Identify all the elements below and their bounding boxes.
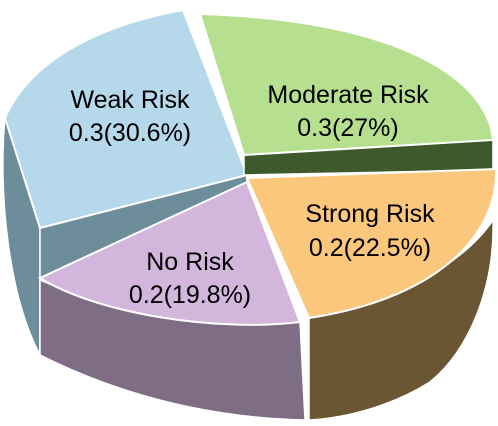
- slice-strong-risk-top: [245, 167, 498, 320]
- label-no-risk-name: No Risk: [146, 248, 234, 276]
- label-no-risk-value: 0.2(19.8%): [129, 281, 251, 309]
- label-weak-risk-name: Weak Risk: [70, 86, 190, 114]
- slice-moderate-risk-top: [198, 12, 495, 157]
- slice-no-risk: [37, 180, 306, 421]
- label-moderate-risk-name: Moderate Risk: [267, 81, 429, 109]
- slice-moderate-risk: [198, 12, 495, 176]
- slice-no-risk-top: [37, 180, 302, 326]
- label-strong-risk-name: Strong Risk: [305, 200, 435, 228]
- label-moderate-risk-value: 0.3(27%): [297, 114, 398, 142]
- slice-weak-risk-side: [2, 117, 41, 356]
- label-strong-risk-value: 0.2(22.5%): [309, 234, 431, 262]
- slice-strong-risk: [245, 167, 498, 421]
- slice-weak-risk-top: [3, 8, 249, 230]
- label-weak-risk-value: 0.3(30.6%): [69, 119, 191, 147]
